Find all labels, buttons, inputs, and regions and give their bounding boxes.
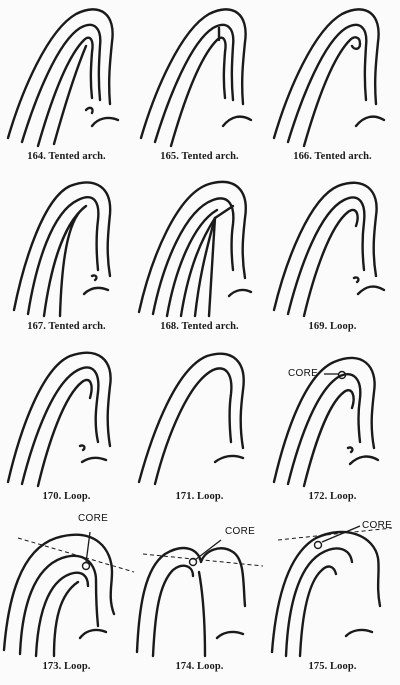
figure-167: 167. Tented arch. bbox=[0, 170, 133, 340]
figure-164: 164. Tented arch. bbox=[0, 0, 133, 170]
figure-caption: 165. Tented arch. bbox=[160, 151, 239, 162]
loop-diagram-169 bbox=[272, 181, 386, 318]
figure-caption: 173. Loop. bbox=[42, 661, 91, 672]
loop-diagram-172 bbox=[272, 356, 380, 488]
figure-caption: 169. Loop. bbox=[308, 321, 357, 332]
loop-diagram-170 bbox=[6, 351, 112, 488]
figure-caption: 172. Loop. bbox=[308, 491, 357, 502]
figure-170: 170. Loop. bbox=[0, 340, 133, 510]
figure-173: CORE 173. Loop. bbox=[0, 510, 135, 680]
figure-caption: 168. Tented arch. bbox=[160, 321, 239, 332]
figure-caption: 174. Loop. bbox=[175, 661, 224, 672]
figure-168: 168. Tented arch. bbox=[133, 170, 266, 340]
figure-caption: 164. Tented arch. bbox=[27, 151, 106, 162]
figure-caption: 175. Loop. bbox=[308, 661, 357, 672]
figure-165: 165. Tented arch. bbox=[133, 0, 266, 170]
loop-diagram-175 bbox=[270, 525, 393, 658]
figure-166: 166. Tented arch. bbox=[266, 0, 399, 170]
figure-175: CORE 175. Loop. bbox=[266, 510, 399, 680]
figure-169: 169. Loop. bbox=[266, 170, 399, 340]
figure-caption: 166. Tented arch. bbox=[293, 151, 372, 162]
loop-diagram-173 bbox=[2, 531, 135, 658]
figure-174: CORE 174. Loop. bbox=[133, 510, 266, 680]
tented-arch-diagram-165 bbox=[139, 8, 253, 148]
figure-caption: 170. Loop. bbox=[42, 491, 91, 502]
figure-172: CORE 172. Loop. bbox=[266, 340, 399, 510]
loop-diagram-171 bbox=[137, 352, 245, 486]
figure-caption: 171. Loop. bbox=[175, 491, 224, 502]
tented-arch-diagram-168 bbox=[137, 180, 253, 318]
core-label: CORE bbox=[78, 513, 109, 524]
loop-diagram-174 bbox=[135, 539, 264, 658]
core-label: CORE bbox=[362, 520, 393, 531]
figure-caption: 167. Tented arch. bbox=[27, 321, 106, 332]
core-label: CORE bbox=[288, 368, 319, 379]
figure-171: 171. Loop. bbox=[133, 340, 266, 510]
tented-arch-diagram-167 bbox=[12, 181, 112, 318]
tented-arch-diagram-164 bbox=[6, 8, 120, 148]
tented-arch-diagram-166 bbox=[272, 8, 386, 148]
core-label: CORE bbox=[225, 526, 256, 537]
